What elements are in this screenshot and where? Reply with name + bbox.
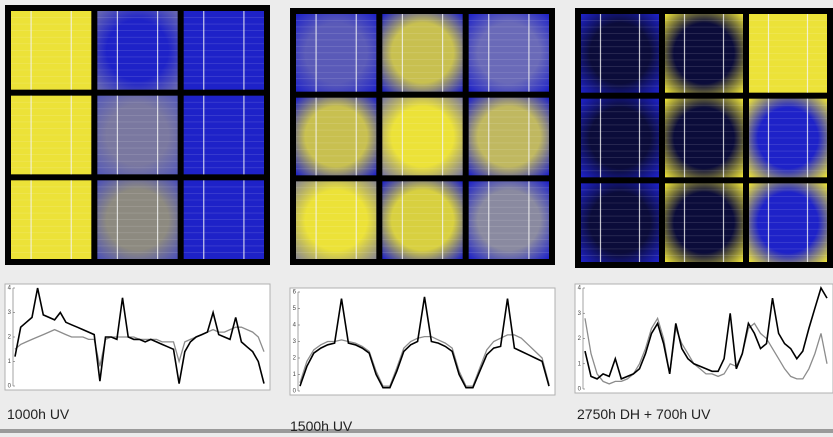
cell [296, 14, 377, 92]
cell [11, 95, 92, 175]
cell [296, 97, 377, 176]
y-tick-label: 1 [578, 361, 582, 367]
y-tick-label: 2 [578, 336, 582, 342]
cell [665, 98, 743, 178]
y-tick-label: 6 [293, 290, 297, 296]
y-tick-label: 0 [8, 384, 12, 390]
cell [581, 183, 659, 262]
y-tick-label: 4 [8, 286, 12, 292]
cell [749, 98, 827, 178]
y-tick-label: 5 [293, 306, 297, 312]
line-series [14, 287, 265, 384]
cell [749, 183, 827, 262]
y-tick-label: 4 [578, 286, 582, 292]
y-tick-label: 0 [578, 387, 582, 393]
cell [183, 95, 264, 175]
y-tick-label: 1 [8, 359, 12, 365]
caption: 2750h DH + 700h UV [577, 406, 711, 422]
y-tick-label: 2 [8, 335, 12, 341]
cell [581, 98, 659, 178]
cell [183, 11, 264, 90]
cell [11, 11, 92, 90]
line-series [584, 316, 828, 385]
cell [97, 95, 178, 175]
y-tick-label: 0 [293, 389, 297, 395]
y-tick-label: 1 [293, 372, 297, 378]
caption: 1000h UV [7, 406, 70, 422]
y-tick-label: 2 [293, 356, 297, 362]
cell [468, 181, 549, 259]
y-tick-label: 3 [8, 310, 12, 316]
cell [97, 180, 178, 259]
caption: 1500h UV [290, 418, 353, 434]
cell [11, 180, 92, 259]
cell [468, 97, 549, 176]
cell [382, 181, 463, 259]
line-series [584, 286, 828, 380]
y-tick-label: 4 [293, 323, 297, 329]
cell [183, 180, 264, 259]
y-tick-label: 3 [293, 339, 297, 345]
cell [665, 183, 743, 262]
bottom-bar [0, 429, 833, 433]
plot-area [574, 283, 833, 394]
cell [97, 11, 178, 90]
cell [382, 97, 463, 176]
cell [382, 14, 463, 92]
cell [581, 14, 659, 93]
cell [296, 181, 377, 259]
cell [468, 14, 549, 92]
y-tick-label: 3 [578, 311, 582, 317]
line-series [299, 296, 550, 389]
cell [749, 14, 827, 93]
line-series [299, 334, 550, 387]
cell [665, 14, 743, 93]
